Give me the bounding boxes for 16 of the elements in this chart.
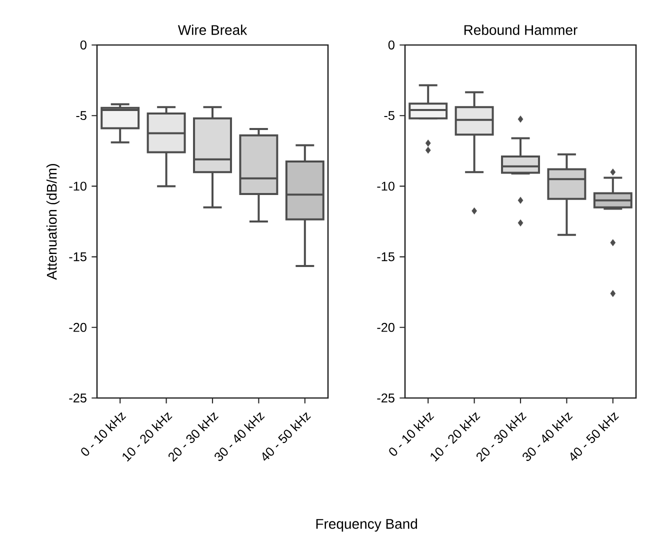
chart-title: Wire Break [178, 24, 248, 35]
y-tick-label: -10 [377, 182, 394, 191]
y-tick-label: -20 [377, 322, 394, 332]
y-tick-label: -5 [384, 111, 394, 120]
x-axis-title: Frequency Band [316, 518, 418, 532]
y-tick-label: -15 [377, 252, 394, 262]
y-axis-title: Attenuation (dB/m) [46, 164, 60, 280]
y-tick-label: -20 [69, 322, 86, 332]
y-tick-label: 0 [388, 40, 394, 50]
y-tick-label: 0 [80, 40, 86, 50]
y-tick-label: -10 [69, 182, 86, 191]
y-tick-label: -15 [69, 252, 86, 262]
y-tick-label: -25 [377, 394, 394, 402]
y-tick-label: -25 [69, 394, 86, 402]
chart-title: Rebound Hammer [464, 24, 578, 35]
y-tick-label: -5 [76, 111, 86, 120]
